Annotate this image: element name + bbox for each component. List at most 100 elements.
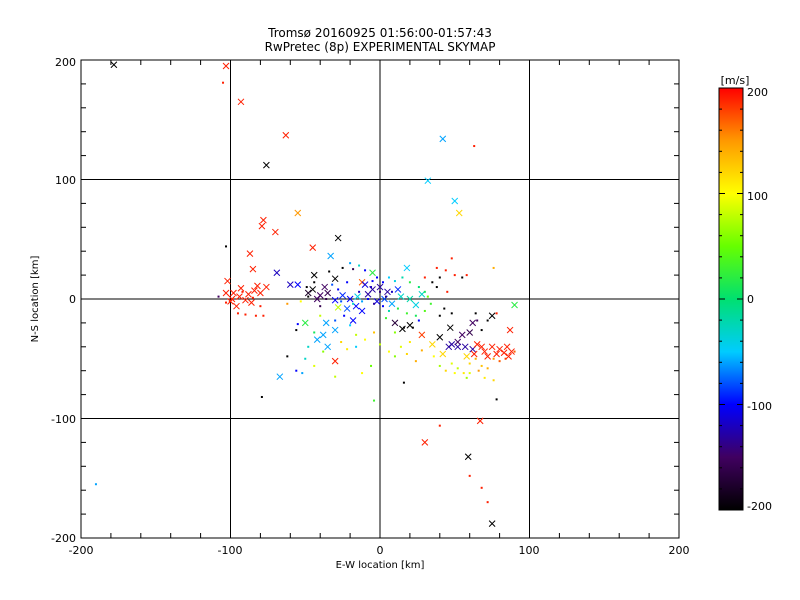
data-point-dot: [446, 290, 449, 293]
data-point-dot: [319, 305, 322, 308]
data-point-x: [110, 61, 118, 69]
y-tick-label: -200: [51, 532, 76, 545]
data-point-dot: [465, 376, 468, 379]
data-point-x: [313, 295, 321, 303]
data-point-x: [327, 252, 335, 260]
data-point-x: [488, 343, 496, 351]
data-point-x: [334, 304, 342, 311]
data-point-dot: [304, 357, 307, 360]
data-point-x: [309, 244, 317, 251]
data-point-dot: [438, 424, 441, 427]
data-point-x: [222, 289, 230, 297]
axis-ticks: [80, 59, 680, 539]
data-point-x: [254, 282, 261, 290]
data-point-x: [488, 312, 496, 320]
data-point-dot: [438, 364, 441, 367]
data-point-dot: [337, 288, 340, 291]
data-point-x: [397, 293, 405, 300]
data-point-dot: [331, 283, 334, 286]
data-point-dot: [361, 300, 364, 303]
data-point-dot: [328, 270, 331, 273]
data-point-dot: [402, 381, 405, 384]
data-point-x: [301, 319, 309, 327]
data-point-x: [463, 353, 471, 360]
data-point-x: [310, 271, 318, 279]
data-point-x: [331, 357, 339, 365]
data-point-dot: [465, 274, 468, 277]
data-point-dot: [334, 319, 337, 322]
data-point-dot: [450, 312, 453, 315]
data-point-x: [260, 216, 267, 224]
data-point-x: [309, 286, 317, 293]
data-point-x: [224, 277, 231, 285]
data-point-dot: [241, 290, 244, 293]
data-point-dot: [417, 319, 420, 322]
data-point-x: [488, 520, 496, 528]
data-point-dot: [468, 362, 471, 365]
chart-title: Tromsø 20160925 01:56:00-01:57:43: [267, 26, 492, 40]
data-point-dot: [286, 302, 289, 305]
data-point-dot: [94, 483, 97, 486]
data-point-dot: [384, 295, 387, 298]
data-point-x: [354, 293, 361, 300]
data-point-dot: [498, 360, 501, 363]
data-point-dot: [325, 298, 328, 300]
data-point-dot: [431, 281, 434, 284]
data-point-dot: [513, 350, 516, 353]
data-point-dot: [492, 379, 495, 382]
data-point-dot: [251, 296, 254, 299]
data-point-x: [257, 289, 264, 297]
data-point-x: [376, 283, 384, 291]
data-point-x: [324, 343, 332, 351]
data-point-dot: [405, 312, 408, 315]
data-point-dot: [296, 323, 299, 326]
data-point-dot: [254, 314, 257, 317]
data-point-dot: [313, 331, 316, 334]
data-point-dot: [358, 290, 361, 293]
data-point-dot: [222, 81, 225, 84]
data-point-x: [421, 439, 429, 446]
x-tick-label: 0: [377, 544, 384, 557]
y-axis-label: N-S location [km]: [30, 256, 41, 343]
data-point-x: [339, 292, 346, 299]
data-point-x: [273, 269, 281, 277]
data-point-x: [286, 281, 294, 289]
data-point-x: [358, 307, 366, 315]
data-point-x: [454, 338, 462, 346]
x-axis-label: E-W location [km]: [336, 560, 425, 571]
data-point-dot: [361, 372, 364, 375]
data-point-x: [481, 348, 489, 355]
data-point-dot: [417, 286, 420, 289]
data-point-dot: [461, 276, 464, 279]
data-point-x: [451, 197, 459, 205]
data-point-x: [331, 326, 339, 334]
x-tick-label: -200: [69, 544, 94, 557]
data-point-x: [271, 228, 279, 236]
data-point-dot: [387, 309, 390, 312]
colorbar-tick-label: 0: [747, 293, 754, 306]
colorbar-tick-label: -100: [747, 400, 772, 413]
colorbar-tick-label: -200: [747, 500, 772, 513]
data-point-dot: [379, 290, 381, 293]
data-point-x: [428, 341, 436, 348]
data-point-dot: [381, 305, 384, 308]
data-point-dot: [341, 266, 344, 269]
data-point-dot: [438, 276, 441, 279]
data-point-x: [418, 331, 426, 339]
data-point-x: [251, 287, 258, 294]
data-point-dot: [313, 364, 316, 367]
data-point-dot: [393, 355, 396, 358]
data-point-x: [334, 234, 342, 242]
data-point-dot: [319, 314, 322, 317]
data-point-dot: [444, 369, 447, 372]
data-point-dot: [474, 312, 477, 315]
data-point-x: [511, 301, 518, 309]
colorbar: [m/s] 200 100 0 -100 -200: [718, 74, 772, 513]
data-point-x: [454, 343, 462, 351]
data-point-dot: [456, 367, 459, 370]
data-point-x: [506, 326, 514, 334]
data-point-x: [439, 135, 447, 143]
data-point-x: [324, 289, 332, 297]
data-point-x: [406, 295, 414, 303]
data-point-x: [346, 295, 354, 303]
